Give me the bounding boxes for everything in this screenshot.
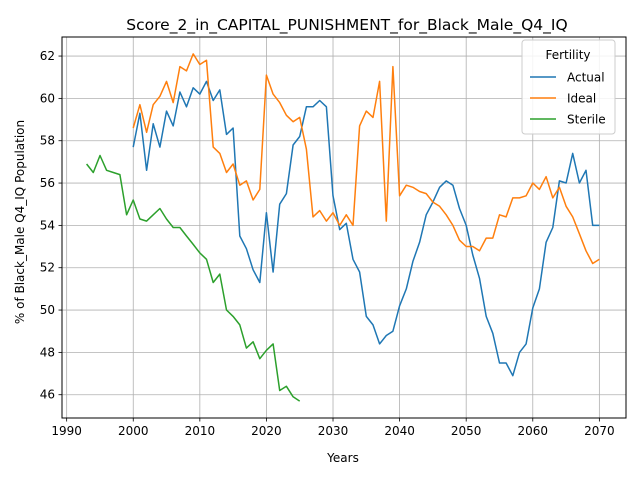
legend-label-sterile: Sterile bbox=[567, 113, 606, 127]
y-tick-label: 60 bbox=[40, 91, 55, 105]
x-tick-label: 2000 bbox=[118, 424, 149, 438]
legend: Fertility Actual Ideal Sterile bbox=[521, 39, 616, 135]
legend-label-ideal: Ideal bbox=[567, 92, 596, 106]
y-tick-label: 54 bbox=[40, 218, 55, 232]
chart-title: Score_2_in_CAPITAL_PUNISHMENT_for_Black_… bbox=[126, 16, 567, 35]
legend-title: Fertility bbox=[545, 48, 590, 62]
y-tick-label: 56 bbox=[40, 176, 55, 190]
x-tick-label: 1990 bbox=[51, 424, 82, 438]
legend-label-actual: Actual bbox=[567, 71, 605, 85]
x-tick-label: 2060 bbox=[518, 424, 549, 438]
y-tick-label: 50 bbox=[40, 303, 55, 317]
plot-area-frame bbox=[61, 36, 627, 419]
y-tick-label: 46 bbox=[40, 388, 55, 402]
x-tick-label: 2030 bbox=[318, 424, 349, 438]
y-tick-label: 62 bbox=[40, 49, 55, 63]
x-tick-label: 2070 bbox=[584, 424, 615, 438]
series-line-sterile bbox=[86, 154, 301, 402]
x-tick-label: 2010 bbox=[185, 424, 216, 438]
y-tick-label: 58 bbox=[40, 134, 55, 148]
x-tick-label: 2050 bbox=[451, 424, 482, 438]
series-line-actual bbox=[132, 80, 600, 377]
x-axis-label: Years bbox=[326, 451, 359, 465]
y-tick-label: 52 bbox=[40, 261, 55, 275]
x-tick-label: 2040 bbox=[384, 424, 415, 438]
series-line-ideal bbox=[132, 53, 600, 265]
y-axis-label: % of Black_Male Q4_IQ Population bbox=[13, 120, 27, 324]
y-tick-label: 48 bbox=[40, 345, 55, 359]
legend-box bbox=[521, 39, 616, 135]
x-tick-label: 2020 bbox=[251, 424, 282, 438]
